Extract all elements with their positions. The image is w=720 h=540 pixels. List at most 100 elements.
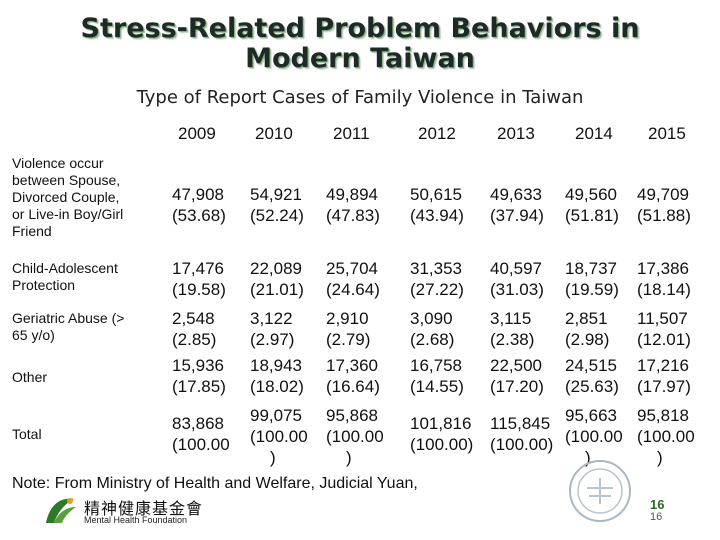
row-label: Total	[12, 426, 42, 442]
case-count: 17,476	[172, 259, 224, 278]
row-label: Violence occur	[12, 155, 104, 171]
row-label: or Live-in Boy/Girl	[12, 206, 124, 222]
case-count: 3,115	[490, 309, 532, 328]
case-count: 2,548	[172, 309, 215, 328]
case-percent: (2.79)	[326, 330, 371, 349]
case-percent: (2.97)	[250, 330, 295, 349]
case-count: 49,894	[326, 185, 378, 204]
case-count: 18,943	[250, 356, 302, 375]
case-percent: (2.68)	[410, 330, 455, 349]
case-percent: (2.98)	[565, 330, 610, 349]
case-percent: (100.00	[172, 435, 230, 454]
case-count: 16,758	[410, 356, 462, 375]
row-label: 65 y/o)	[12, 327, 55, 343]
case-percent: (12.01)	[637, 330, 691, 349]
case-count: 31,353	[410, 259, 462, 278]
case-percent: (21.01)	[250, 280, 304, 299]
case-percent: (19.59)	[565, 280, 619, 299]
case-percent: (100.00	[326, 427, 384, 446]
column-header-year: 2013	[497, 124, 535, 143]
column-header-year: 2015	[648, 124, 686, 143]
row-label: Protection	[12, 277, 76, 293]
title-line-1: Stress-Related Problem Behaviors in	[80, 13, 640, 44]
foundation-emblem-icon	[46, 498, 76, 523]
row-label: Divorced Couple,	[12, 189, 120, 205]
case-count: 3,122	[250, 309, 293, 328]
case-percent: (18.14)	[637, 280, 691, 299]
case-percent: (17.97)	[637, 377, 691, 396]
case-count: 95,663	[565, 406, 617, 425]
case-percent: (100.00	[250, 427, 308, 446]
case-percent: (100.00)	[490, 435, 554, 454]
case-percent: (51.81)	[565, 206, 619, 225]
case-percent: (51.88)	[637, 206, 691, 225]
row-label: Geriatric Abuse (>	[12, 310, 125, 326]
case-percent: (17.20)	[490, 377, 544, 396]
case-percent: (14.55)	[410, 377, 464, 396]
case-count: 17,360	[326, 356, 378, 375]
case-percent-tail: )	[657, 448, 663, 467]
case-count: 24,515	[565, 356, 617, 375]
page-number: 16	[650, 497, 665, 512]
case-percent: (37.94)	[490, 206, 544, 225]
case-count: 17,216	[637, 356, 689, 375]
row-label: Friend	[12, 223, 52, 239]
case-count: 25,704	[326, 259, 378, 278]
column-header-year: 2011	[333, 124, 370, 143]
column-header-year: 2012	[418, 124, 456, 143]
case-count: 2,851	[565, 309, 608, 328]
case-count: 2,910	[326, 309, 369, 328]
case-count: 11,507	[637, 309, 688, 328]
case-count: 49,633	[490, 185, 542, 204]
case-percent: (18.02)	[250, 377, 304, 396]
case-count: 83,868	[172, 414, 224, 433]
case-count: 17,386	[637, 259, 689, 278]
table-caption: Type of Report Cases of Family Violence …	[136, 87, 584, 108]
case-percent: (16.64)	[326, 377, 380, 396]
case-percent: (53.68)	[172, 206, 226, 225]
source-note: Note: From Ministry of Health and Welfar…	[12, 475, 418, 492]
case-count: 3,090	[410, 309, 453, 328]
case-count: 40,597	[490, 259, 542, 278]
seal-stamp-icon	[569, 460, 631, 522]
logo-english-name: Mental Health Foundation	[84, 515, 188, 525]
case-percent: (100.00)	[410, 435, 474, 454]
case-count: 115,845	[490, 414, 551, 433]
case-percent: (47.83)	[326, 206, 380, 225]
case-percent: (27.22)	[410, 280, 464, 299]
case-percent: (100.00	[565, 427, 623, 446]
case-percent-tail: )	[585, 448, 591, 467]
case-count: 101,816	[410, 414, 472, 433]
logo-chinese-name: 精神健康基金會	[84, 499, 204, 518]
case-count: 18,737	[565, 259, 617, 278]
case-count: 95,818	[637, 406, 689, 425]
row-label: Other	[12, 369, 48, 385]
column-header-year: 2010	[255, 124, 293, 143]
case-percent: (2.85)	[172, 330, 217, 349]
case-percent-tail: )	[270, 448, 276, 467]
slide-title: Stress-Related Problem Behaviors in Mode…	[0, 14, 720, 74]
page-number-small: 16	[650, 511, 663, 523]
case-percent: (17.85)	[172, 377, 226, 396]
case-percent: (19.58)	[172, 280, 226, 299]
case-percent: (24.64)	[326, 280, 380, 299]
case-count: 22,089	[250, 259, 302, 278]
column-header-year: 2009	[178, 124, 216, 143]
case-percent: (52.24)	[250, 206, 304, 225]
case-percent-tail: )	[346, 448, 352, 467]
title-line-2: Modern Taiwan	[245, 43, 475, 74]
foundation-logo: 精神健康基金會 Mental Health Foundation	[40, 493, 210, 529]
case-percent: (31.03)	[490, 280, 544, 299]
case-count: 22,500	[490, 356, 542, 375]
case-count: 54,921	[250, 185, 302, 204]
case-percent: (100.00	[637, 427, 695, 446]
row-label: between Spouse,	[12, 172, 121, 188]
case-count: 99,075	[250, 406, 302, 425]
case-percent: (43.94)	[410, 206, 464, 225]
case-count: 95,868	[326, 406, 378, 425]
case-count: 50,615	[410, 185, 462, 204]
case-percent: (2.38)	[490, 330, 535, 349]
column-header-year: 2014	[575, 124, 613, 143]
case-count: 49,709	[637, 185, 689, 204]
case-count: 47,908	[172, 185, 224, 204]
